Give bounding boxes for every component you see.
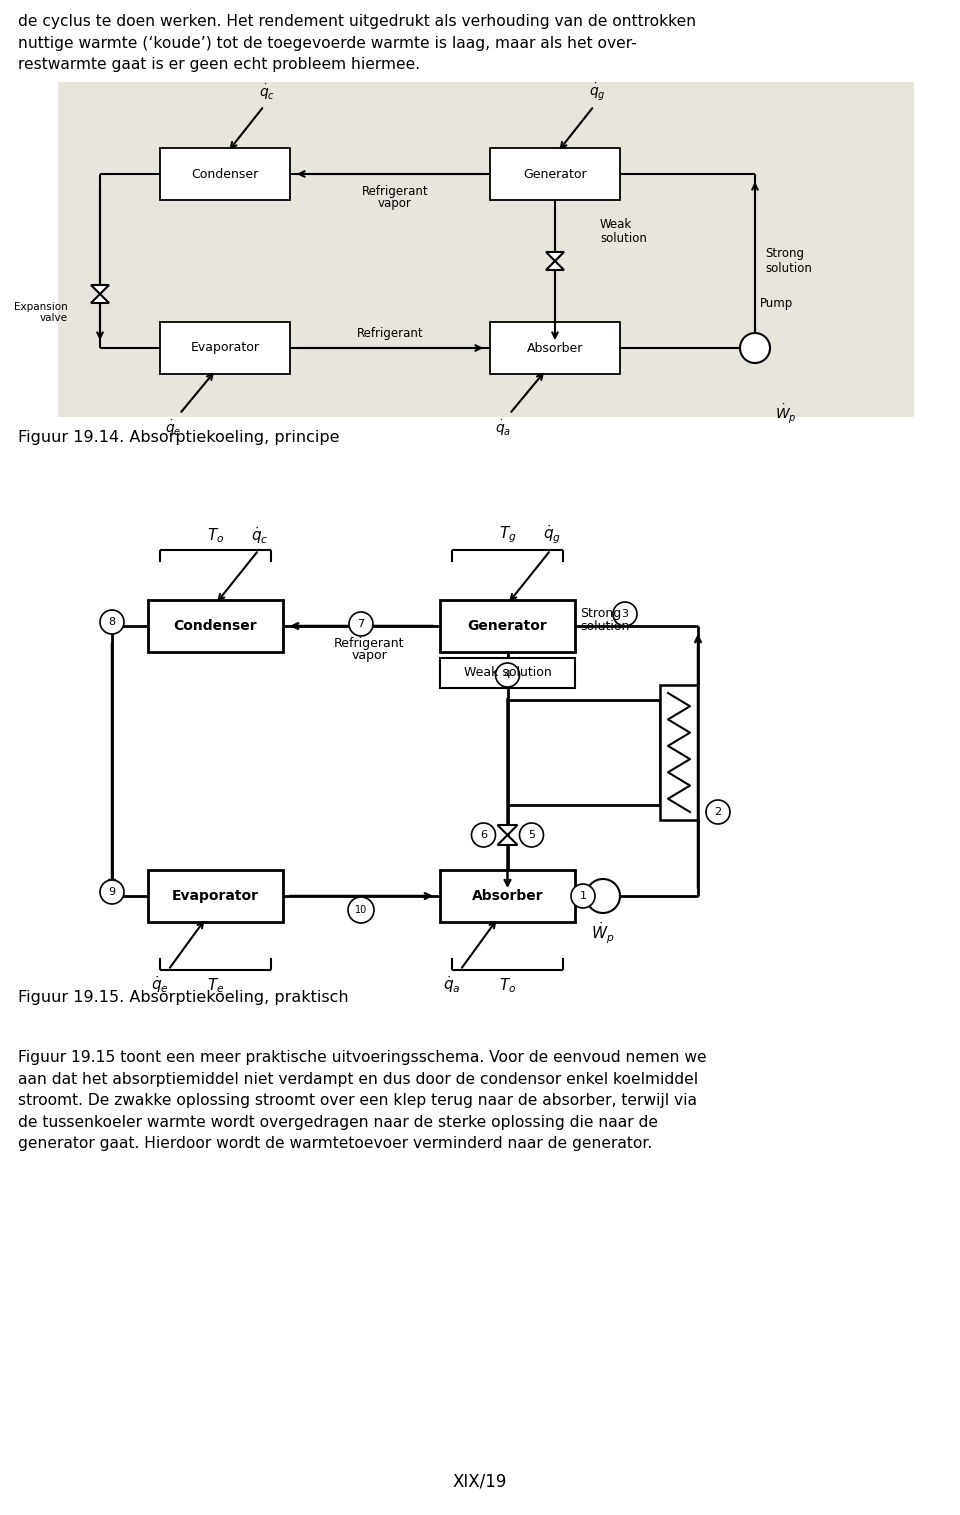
- Text: 2: 2: [714, 807, 722, 817]
- Text: $\dot{W}_p$: $\dot{W}_p$: [775, 401, 797, 426]
- Text: 5: 5: [528, 830, 535, 839]
- Text: Absorber: Absorber: [527, 341, 583, 355]
- Circle shape: [100, 880, 124, 904]
- Text: Weak solution: Weak solution: [464, 667, 551, 680]
- Text: 4: 4: [504, 670, 511, 680]
- Polygon shape: [546, 261, 564, 270]
- Text: vapor: vapor: [351, 648, 387, 662]
- Text: $\dot{q}_c$: $\dot{q}_c$: [251, 526, 268, 545]
- Circle shape: [519, 823, 543, 847]
- Circle shape: [495, 664, 519, 686]
- Text: $\dot{q}_e$: $\dot{q}_e$: [151, 974, 169, 995]
- Text: Refrigerant: Refrigerant: [357, 327, 423, 341]
- Text: $\dot{q}_e$: $\dot{q}_e$: [165, 418, 181, 438]
- Polygon shape: [91, 285, 109, 294]
- Circle shape: [349, 612, 373, 636]
- Text: $\dot{q}_g$: $\dot{q}_g$: [588, 80, 606, 102]
- Circle shape: [613, 601, 637, 626]
- Polygon shape: [91, 294, 109, 303]
- Text: Figuur 19.15. Absorptiekoeling, praktisch: Figuur 19.15. Absorptiekoeling, praktisc…: [18, 989, 348, 1004]
- Text: valve: valve: [40, 314, 68, 323]
- Circle shape: [348, 897, 374, 923]
- FancyBboxPatch shape: [148, 870, 283, 923]
- Text: solution: solution: [765, 262, 812, 274]
- Text: vapor: vapor: [378, 197, 412, 211]
- Text: Weak: Weak: [600, 218, 633, 232]
- Polygon shape: [497, 835, 517, 845]
- FancyBboxPatch shape: [660, 685, 698, 820]
- Text: Refrigerant: Refrigerant: [362, 185, 428, 198]
- Text: Pump: Pump: [760, 297, 793, 311]
- Text: Condenser: Condenser: [174, 620, 257, 633]
- FancyBboxPatch shape: [160, 323, 290, 374]
- Text: Refrigerant: Refrigerant: [334, 636, 404, 650]
- FancyBboxPatch shape: [440, 870, 575, 923]
- FancyBboxPatch shape: [490, 323, 620, 374]
- Text: Evaporator: Evaporator: [172, 889, 259, 903]
- Text: $T_e$: $T_e$: [206, 976, 225, 995]
- Text: 1: 1: [580, 891, 587, 901]
- Text: $\dot{q}_g$: $\dot{q}_g$: [542, 524, 561, 545]
- Text: $\dot{W}_p$: $\dot{W}_p$: [591, 920, 614, 945]
- Circle shape: [706, 800, 730, 824]
- Circle shape: [571, 883, 595, 907]
- Text: Condenser: Condenser: [191, 168, 258, 180]
- Text: 6: 6: [480, 830, 487, 839]
- Circle shape: [471, 823, 495, 847]
- Text: 9: 9: [108, 886, 115, 897]
- Text: $\dot{q}_a$: $\dot{q}_a$: [494, 418, 511, 438]
- FancyBboxPatch shape: [148, 600, 283, 651]
- Text: solution: solution: [600, 232, 647, 244]
- Circle shape: [100, 611, 124, 633]
- Text: $T_g$: $T_g$: [498, 524, 516, 545]
- FancyBboxPatch shape: [490, 148, 620, 200]
- Text: Generator: Generator: [468, 620, 547, 633]
- Polygon shape: [497, 826, 517, 835]
- Text: de cyclus te doen werken. Het rendement uitgedrukt als verhouding van de onttrok: de cyclus te doen werken. Het rendement …: [18, 14, 696, 73]
- Text: $T_o$: $T_o$: [206, 526, 225, 545]
- Text: $\dot{q}_a$: $\dot{q}_a$: [444, 974, 461, 995]
- Text: Figuur 19.15 toont een meer praktische uitvoeringsschema. Voor de eenvoud nemen : Figuur 19.15 toont een meer praktische u…: [18, 1050, 707, 1151]
- Text: solution: solution: [580, 620, 630, 632]
- Text: Generator: Generator: [523, 168, 587, 180]
- Text: Figuur 19.14. Absorptiekoeling, principe: Figuur 19.14. Absorptiekoeling, principe: [18, 430, 340, 445]
- Text: Absorber: Absorber: [471, 889, 543, 903]
- Text: XIX/19: XIX/19: [453, 1473, 507, 1489]
- Polygon shape: [546, 251, 564, 261]
- Text: 10: 10: [355, 904, 367, 915]
- Text: $T_o$: $T_o$: [499, 976, 516, 995]
- Text: Evaporator: Evaporator: [190, 341, 259, 355]
- Text: $\dot{q}_c$: $\dot{q}_c$: [259, 82, 275, 102]
- Circle shape: [740, 333, 770, 364]
- FancyBboxPatch shape: [440, 658, 575, 688]
- FancyBboxPatch shape: [160, 148, 290, 200]
- Text: 8: 8: [108, 617, 115, 627]
- Text: 3: 3: [621, 609, 629, 620]
- Text: Strong: Strong: [765, 247, 804, 261]
- Text: Expansion: Expansion: [14, 301, 68, 312]
- Text: 7: 7: [357, 620, 365, 629]
- Circle shape: [586, 879, 620, 914]
- Bar: [58, 82, 914, 417]
- FancyBboxPatch shape: [440, 600, 575, 651]
- Text: Strong: Strong: [580, 608, 621, 621]
